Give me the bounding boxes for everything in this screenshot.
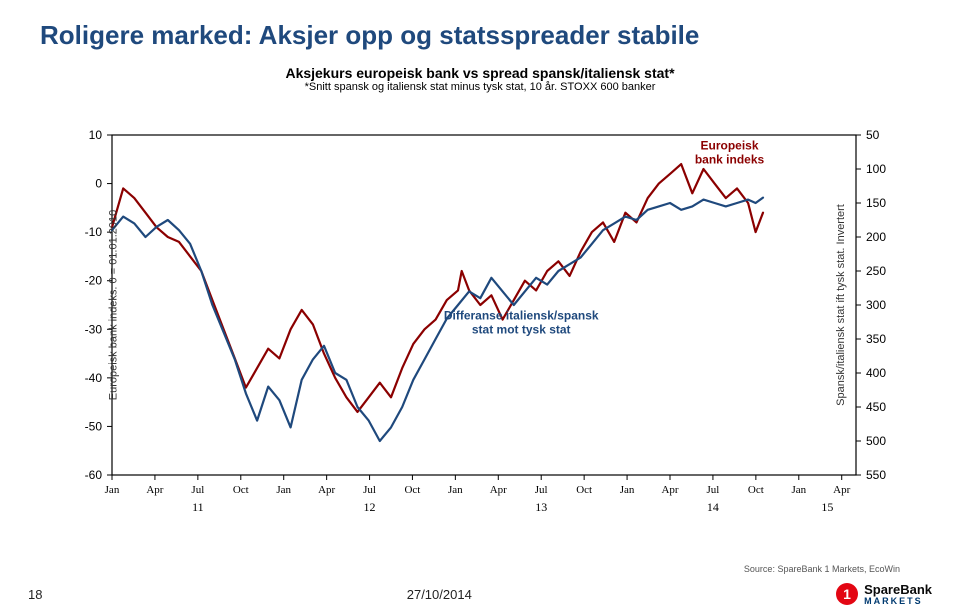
brand-logo: 1 SpareBank MARKETS: [836, 582, 932, 606]
y-left-axis-label: Europeisk bank indeks. 0 = 01.01.2010: [107, 210, 119, 401]
svg-text:Jan: Jan: [448, 484, 463, 496]
brand-sub: MARKETS: [864, 597, 932, 606]
svg-text:Jul: Jul: [535, 484, 548, 496]
svg-text:Apr: Apr: [318, 484, 335, 496]
chart-title: Aksjekurs europeisk bank vs spread spans…: [40, 65, 920, 81]
chart-container: Aksjekurs europeisk bank vs spread spans…: [40, 65, 920, 545]
svg-text:Differanse italiensk/spansk: Differanse italiensk/spansk: [444, 309, 599, 323]
source-text: Source: SpareBank 1 Markets, EcoWin: [744, 564, 900, 574]
svg-text:-60: -60: [85, 468, 103, 482]
svg-text:Apr: Apr: [833, 484, 850, 496]
svg-text:250: 250: [866, 264, 886, 278]
svg-text:Oct: Oct: [748, 484, 764, 496]
svg-text:Jan: Jan: [791, 484, 806, 496]
svg-text:0: 0: [95, 177, 102, 191]
brand-text: SpareBank MARKETS: [864, 582, 932, 606]
svg-text:13: 13: [535, 500, 547, 514]
svg-text:Oct: Oct: [404, 484, 420, 496]
svg-text:15: 15: [821, 500, 833, 514]
svg-text:14: 14: [707, 500, 719, 514]
svg-text:200: 200: [866, 230, 886, 244]
brand-one-icon: 1: [836, 583, 858, 605]
svg-text:Jul: Jul: [363, 484, 376, 496]
footer: 18 27/10/2014 1 SpareBank MARKETS: [0, 580, 960, 614]
brand-name: SpareBank: [864, 582, 932, 597]
svg-text:50: 50: [866, 128, 880, 142]
svg-text:Jan: Jan: [276, 484, 291, 496]
svg-text:450: 450: [866, 400, 886, 414]
svg-text:-20: -20: [85, 274, 103, 288]
svg-text:stat mot tysk stat: stat mot tysk stat: [472, 323, 571, 337]
svg-text:Jan: Jan: [620, 484, 635, 496]
y-right-axis-label: Spansk/italiensk stat ift tysk stat. Inv…: [835, 204, 847, 406]
svg-text:bank indeks: bank indeks: [695, 153, 765, 167]
svg-text:Europeisk: Europeisk: [701, 139, 759, 153]
page-title: Roligere marked: Aksjer opp og statsspre…: [40, 20, 920, 51]
svg-text:Oct: Oct: [233, 484, 249, 496]
svg-text:-10: -10: [85, 225, 103, 239]
svg-text:-40: -40: [85, 371, 103, 385]
svg-text:550: 550: [866, 468, 886, 482]
svg-text:Jan: Jan: [105, 484, 120, 496]
svg-text:150: 150: [866, 196, 886, 210]
slide: Roligere marked: Aksjer opp og statsspre…: [0, 0, 960, 614]
svg-text:100: 100: [866, 162, 886, 176]
svg-text:300: 300: [866, 298, 886, 312]
svg-text:Apr: Apr: [146, 484, 163, 496]
svg-text:Jul: Jul: [707, 484, 720, 496]
svg-text:10: 10: [89, 128, 103, 142]
svg-text:-30: -30: [85, 322, 103, 336]
svg-text:Apr: Apr: [661, 484, 678, 496]
svg-text:Oct: Oct: [576, 484, 592, 496]
svg-text:-50: -50: [85, 419, 103, 433]
line-chart: 100-10-20-30-40-50-605010015020025030035…: [40, 95, 920, 535]
svg-text:350: 350: [866, 332, 886, 346]
page-number: 18: [28, 587, 42, 602]
svg-text:Apr: Apr: [490, 484, 507, 496]
svg-text:11: 11: [192, 500, 204, 514]
svg-text:Jul: Jul: [191, 484, 204, 496]
svg-text:500: 500: [866, 434, 886, 448]
svg-text:12: 12: [364, 500, 376, 514]
footer-date: 27/10/2014: [407, 587, 472, 602]
svg-text:400: 400: [866, 366, 886, 380]
chart-subtitle: *Snitt spansk og italiensk stat minus ty…: [40, 81, 920, 93]
